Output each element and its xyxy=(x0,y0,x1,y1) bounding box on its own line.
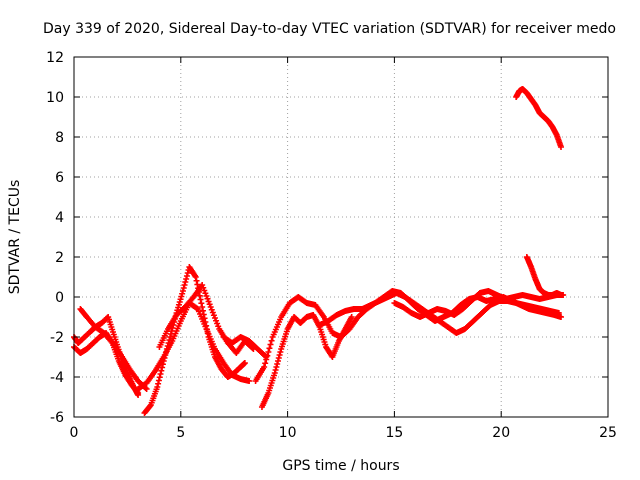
chart-title: Day 339 of 2020, Sidereal Day-to-day VTE… xyxy=(43,21,616,37)
data-point xyxy=(193,277,200,284)
data-point xyxy=(147,403,154,409)
x-tick-labels: 0 5 10 15 20 25 xyxy=(70,425,617,441)
data-point xyxy=(167,334,174,340)
series-arc-13 xyxy=(513,86,565,150)
data-point xyxy=(262,360,269,367)
data-point xyxy=(246,378,253,384)
data-point xyxy=(182,279,189,285)
series-arc-3 xyxy=(77,306,150,392)
data-point xyxy=(156,374,163,381)
data-point xyxy=(154,384,161,390)
y-tick-label: 6 xyxy=(55,170,64,186)
data-point xyxy=(158,367,165,374)
data-point xyxy=(271,370,278,376)
x-tick-label: 0 xyxy=(70,425,79,441)
x-tick-label: 15 xyxy=(385,425,403,441)
y-axis-label: SDTVAR / TECUs xyxy=(7,180,23,295)
plot-points xyxy=(71,86,567,416)
data-point xyxy=(276,352,283,358)
y-tick-label: -6 xyxy=(50,410,64,426)
data-point xyxy=(348,314,355,320)
data-point xyxy=(275,355,282,361)
data-point xyxy=(179,288,186,294)
data-point xyxy=(558,314,565,320)
data-point xyxy=(180,285,187,291)
series-arc-12 xyxy=(523,254,565,298)
y-tick-label: -2 xyxy=(50,330,64,346)
data-point xyxy=(263,356,270,363)
data-point xyxy=(558,292,565,298)
series-arc-10 xyxy=(316,290,562,336)
y-tick-label: -4 xyxy=(50,370,64,386)
data-point xyxy=(199,304,206,310)
data-point xyxy=(277,349,284,355)
data-point xyxy=(265,349,272,355)
data-point xyxy=(268,337,275,344)
x-tick-label: 20 xyxy=(492,425,510,441)
data-point xyxy=(183,276,190,282)
data-point xyxy=(197,296,204,303)
data-point xyxy=(267,341,274,348)
data-point xyxy=(266,345,273,352)
data-point xyxy=(198,300,205,307)
data-point xyxy=(155,377,162,384)
y-tick-label: 10 xyxy=(46,90,64,106)
y-tick-label: 12 xyxy=(46,50,64,66)
x-tick-label: 25 xyxy=(599,425,617,441)
data-point xyxy=(155,380,162,387)
plot-border xyxy=(73,56,609,418)
y-tick-label: 4 xyxy=(55,210,64,226)
y-tick-label: 2 xyxy=(55,250,64,266)
data-point xyxy=(134,389,141,395)
data-point xyxy=(192,274,199,280)
data-point xyxy=(555,310,562,316)
data-point xyxy=(264,352,271,359)
data-point xyxy=(181,282,188,288)
x-tick-label: 10 xyxy=(279,425,297,441)
data-point xyxy=(196,292,203,299)
y-tick-label: 0 xyxy=(55,290,64,306)
data-point xyxy=(184,270,191,276)
x-axis-label: GPS time / hours xyxy=(282,458,399,474)
data-point xyxy=(261,364,268,370)
x-tick-label: 5 xyxy=(176,425,185,441)
data-point xyxy=(272,367,279,373)
series-arc-11 xyxy=(391,288,567,320)
series-arc-5 xyxy=(135,300,253,392)
data-point xyxy=(558,144,565,150)
grid xyxy=(74,57,608,417)
y-tick-label: 8 xyxy=(55,130,64,146)
ticks xyxy=(73,56,609,418)
y-tick-labels: -6 -4 -2 0 2 4 6 8 10 12 xyxy=(46,50,64,426)
data-point xyxy=(241,360,248,366)
data-point xyxy=(143,386,150,392)
data-point xyxy=(274,358,281,364)
data-point xyxy=(157,371,164,377)
data-point xyxy=(183,273,190,279)
data-point xyxy=(273,364,280,370)
data-point xyxy=(274,361,281,367)
